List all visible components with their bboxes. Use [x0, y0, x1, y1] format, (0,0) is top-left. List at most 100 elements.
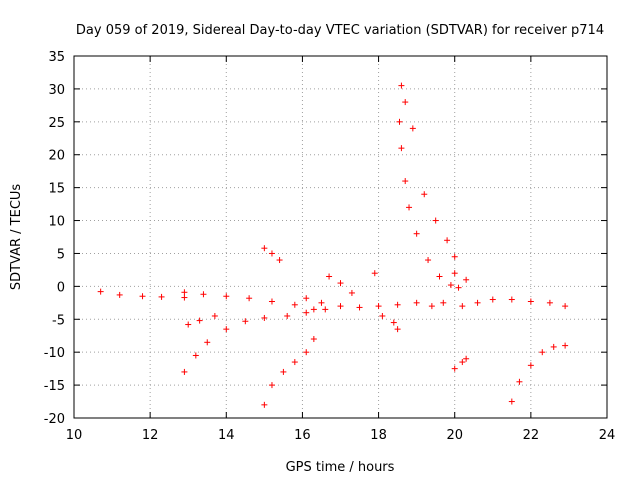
data-point: [447, 282, 454, 289]
data-point: [242, 318, 249, 325]
data-point: [223, 293, 230, 300]
data-point: [268, 250, 275, 257]
data-point: [550, 343, 557, 350]
data-point: [284, 312, 291, 319]
data-point: [516, 378, 523, 385]
series-segment-a: [97, 288, 188, 301]
data-point: [402, 99, 409, 106]
x-tick-label: 12: [142, 428, 159, 443]
series-segment-n: [451, 355, 470, 372]
x-tick-label: 16: [294, 428, 311, 443]
series-segment-f: [261, 336, 317, 408]
y-tick-label: 5: [57, 247, 65, 262]
data-point: [406, 204, 413, 211]
grid-layer: [74, 56, 607, 418]
data-point: [508, 398, 515, 405]
tick-layer: 10 12 14 16 18 20 22 24 -20 -15 -10 -5 0 5 10 15 20 25 30 3…: [44, 50, 616, 443]
data-point: [413, 230, 420, 237]
data-point: [261, 401, 268, 408]
data-point: [280, 368, 287, 375]
y-tick-label: -10: [44, 346, 65, 361]
data-point: [421, 191, 428, 198]
data-point: [310, 306, 317, 313]
data-point: [440, 299, 447, 306]
data-point: [371, 270, 378, 277]
data-point: [375, 303, 382, 310]
data-point: [261, 314, 268, 321]
data-point: [451, 270, 458, 277]
y-tick-label: 25: [48, 116, 65, 131]
series-segment-l: [413, 299, 447, 310]
y-tick-label: 35: [48, 50, 65, 65]
y-tick-label: -5: [52, 313, 65, 328]
data-point: [539, 349, 546, 356]
chart-title: Day 059 of 2019, Sidereal Day-to-day VTE…: [76, 23, 604, 38]
data-point: [489, 296, 496, 303]
data-point: [379, 312, 386, 319]
series-segment-o: [459, 296, 569, 310]
data-point: [97, 288, 104, 295]
data-point: [268, 298, 275, 305]
y-tick-label: 15: [48, 182, 65, 197]
data-point: [527, 362, 534, 369]
x-tick-label: 10: [66, 428, 83, 443]
y-tick-label: 10: [48, 215, 65, 230]
data-point: [158, 293, 165, 300]
series-segment-i: [371, 270, 401, 333]
data-point: [291, 301, 298, 308]
data-point: [139, 293, 146, 300]
data-point: [192, 352, 199, 359]
x-tick-label: 18: [370, 428, 387, 443]
data-point: [436, 273, 443, 280]
y-tick-label: -15: [44, 379, 65, 394]
data-point: [455, 284, 462, 291]
data-point: [451, 253, 458, 260]
series-segment-p: [508, 342, 569, 405]
data-point: [246, 295, 253, 302]
data-point: [474, 299, 481, 306]
data-point: [337, 303, 344, 310]
data-point: [181, 294, 188, 301]
data-point: [291, 359, 298, 366]
series-segment-d: [185, 312, 218, 328]
data-point: [303, 349, 310, 356]
data-point: [402, 178, 409, 185]
y-tick-label: 0: [57, 280, 65, 295]
data-point: [303, 295, 310, 302]
data-point: [396, 118, 403, 125]
data-point: [459, 359, 466, 366]
data-point: [413, 299, 420, 306]
data-point: [181, 289, 188, 296]
data-point: [185, 321, 192, 328]
series-segment-j: [396, 118, 462, 291]
x-axis-label: GPS time / hours: [286, 460, 395, 475]
y-tick-label: -20: [44, 412, 65, 427]
data-point: [546, 299, 553, 306]
y-axis-label: SDTVAR / TECUs: [9, 184, 24, 291]
series-segment-g: [303, 295, 401, 311]
data-point: [394, 301, 401, 308]
data-point: [276, 257, 283, 264]
data-point: [348, 289, 355, 296]
data-point: [463, 355, 470, 362]
data-point: [459, 303, 466, 310]
data-point: [261, 245, 268, 252]
data-point: [425, 257, 432, 264]
data-point: [463, 276, 470, 283]
series-segment-c: [181, 306, 329, 375]
data-point: [356, 304, 363, 311]
data-point: [444, 237, 451, 244]
data-point: [398, 145, 405, 152]
data-point: [116, 291, 123, 298]
data-point: [527, 298, 534, 305]
data-point: [310, 336, 317, 343]
data-point: [394, 326, 401, 333]
data-point: [409, 125, 416, 132]
data-point: [432, 217, 439, 224]
data-point: [204, 339, 211, 346]
data-point: [318, 299, 325, 306]
data-point: [181, 368, 188, 375]
data-point: [303, 309, 310, 316]
y-tick-label: 20: [48, 149, 65, 164]
